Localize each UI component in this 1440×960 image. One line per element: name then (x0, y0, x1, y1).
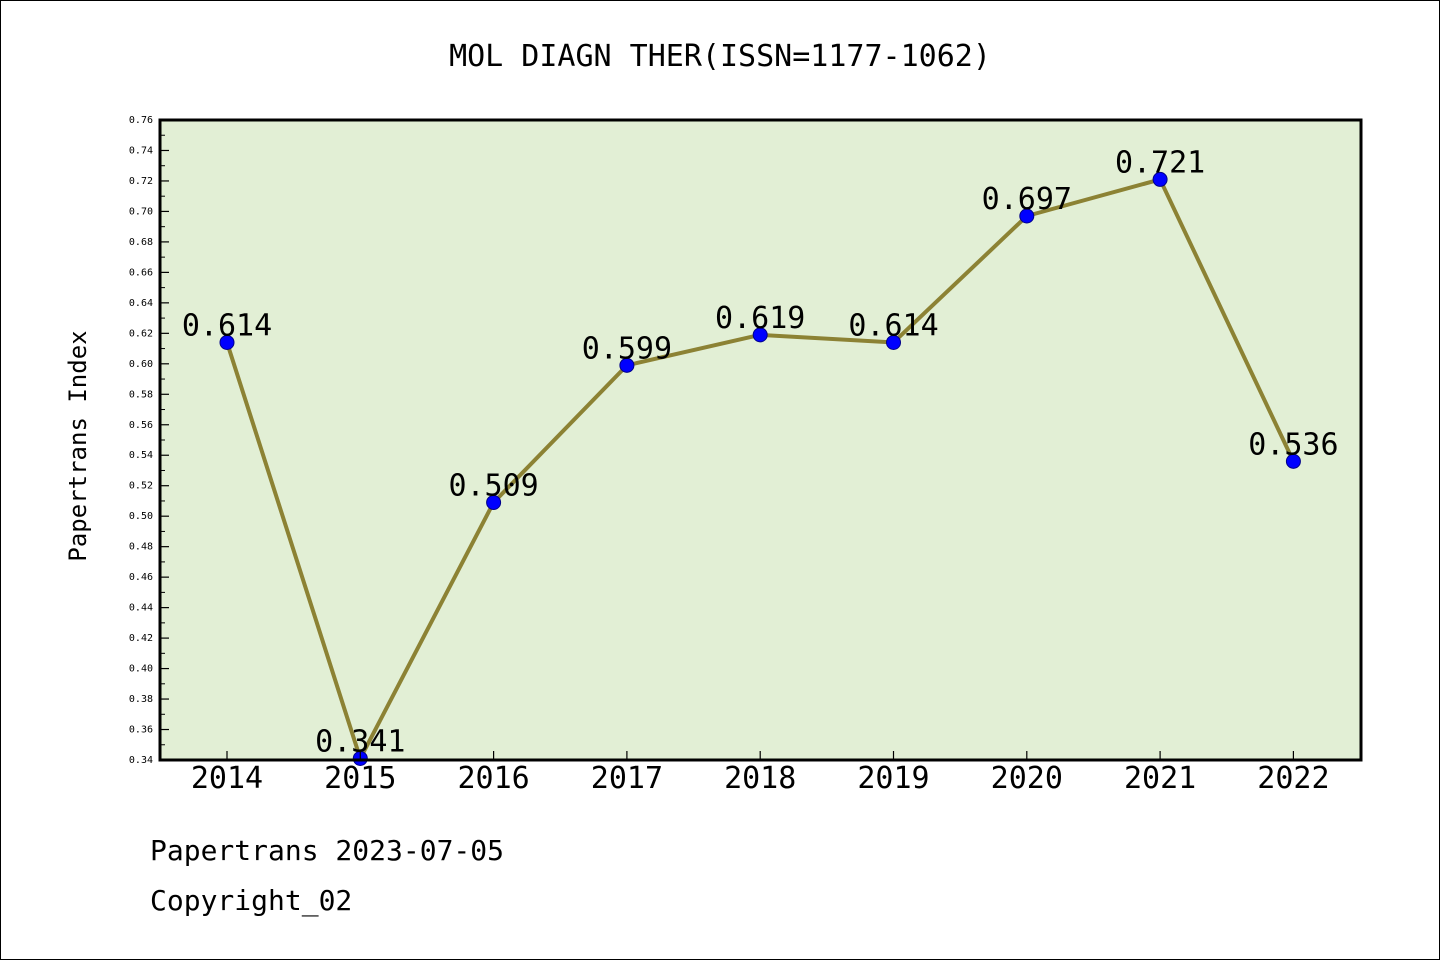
data-point (1152, 171, 1168, 187)
y-tick-label: 0.40 (129, 664, 153, 675)
y-tick-label: 0.60 (129, 359, 153, 370)
data-label: 0.614 (848, 308, 938, 343)
y-tick-label: 0.68 (129, 237, 153, 248)
footer-copyright: Copyright_02 (150, 884, 353, 917)
y-tick-label: 0.46 (129, 572, 153, 583)
y-tick-label: 0.42 (129, 633, 153, 644)
x-tick-label: 2019 (857, 761, 929, 796)
x-tick-label: 2020 (991, 761, 1063, 796)
footer-date: Papertrans 2023-07-05 (150, 834, 505, 867)
y-tick-label: 0.34 (129, 755, 153, 766)
data-point (1019, 208, 1035, 224)
x-tick-label: 2018 (724, 761, 796, 796)
data-point (886, 334, 901, 350)
y-tick-label: 0.50 (129, 511, 153, 522)
y-tick-label: 0.66 (129, 267, 153, 278)
plot-area (160, 120, 1361, 760)
chart-title: MOL DIAGN THER(ISSN=1177-1062) (449, 39, 991, 74)
data-label: 0.721 (1115, 145, 1205, 180)
y-tick-label: 0.38 (129, 694, 153, 705)
data-point (619, 357, 635, 373)
y-tick-label: 0.48 (129, 542, 153, 553)
data-label: 0.619 (715, 301, 805, 336)
y-tick-label: 0.70 (129, 206, 153, 217)
data-point (1285, 453, 1301, 469)
y-tick-label: 0.74 (129, 145, 153, 156)
y-tick-label: 0.58 (129, 389, 153, 400)
x-tick-label: 2021 (1124, 761, 1196, 796)
x-tick-label: 2015 (324, 761, 396, 796)
y-tick-label: 0.54 (129, 450, 153, 461)
data-point (486, 494, 502, 510)
y-tick-label: 0.72 (129, 176, 153, 187)
data-label: 0.509 (448, 468, 538, 503)
data-label: 0.599 (582, 331, 672, 366)
y-tick-label: 0.76 (129, 115, 153, 126)
y-tick-label: 0.52 (129, 481, 153, 492)
y-tick-label: 0.44 (129, 603, 153, 614)
x-tick-label: 2014 (191, 761, 263, 796)
data-label: 0.536 (1248, 427, 1338, 462)
x-tick-label: 2022 (1257, 761, 1329, 796)
y-tick-label: 0.62 (129, 328, 153, 339)
data-point (752, 327, 768, 343)
data-point (219, 334, 235, 350)
y-tick-label: 0.64 (129, 298, 153, 309)
data-label: 0.697 (982, 182, 1072, 217)
x-tick-label: 2016 (457, 761, 529, 796)
y-tick-label: 0.36 (129, 725, 153, 736)
x-tick-label: 2017 (591, 761, 663, 796)
data-label: 0.614 (182, 308, 272, 343)
y-tick-label: 0.56 (129, 420, 153, 431)
y-axis-label: Papertrans Index (64, 330, 92, 561)
